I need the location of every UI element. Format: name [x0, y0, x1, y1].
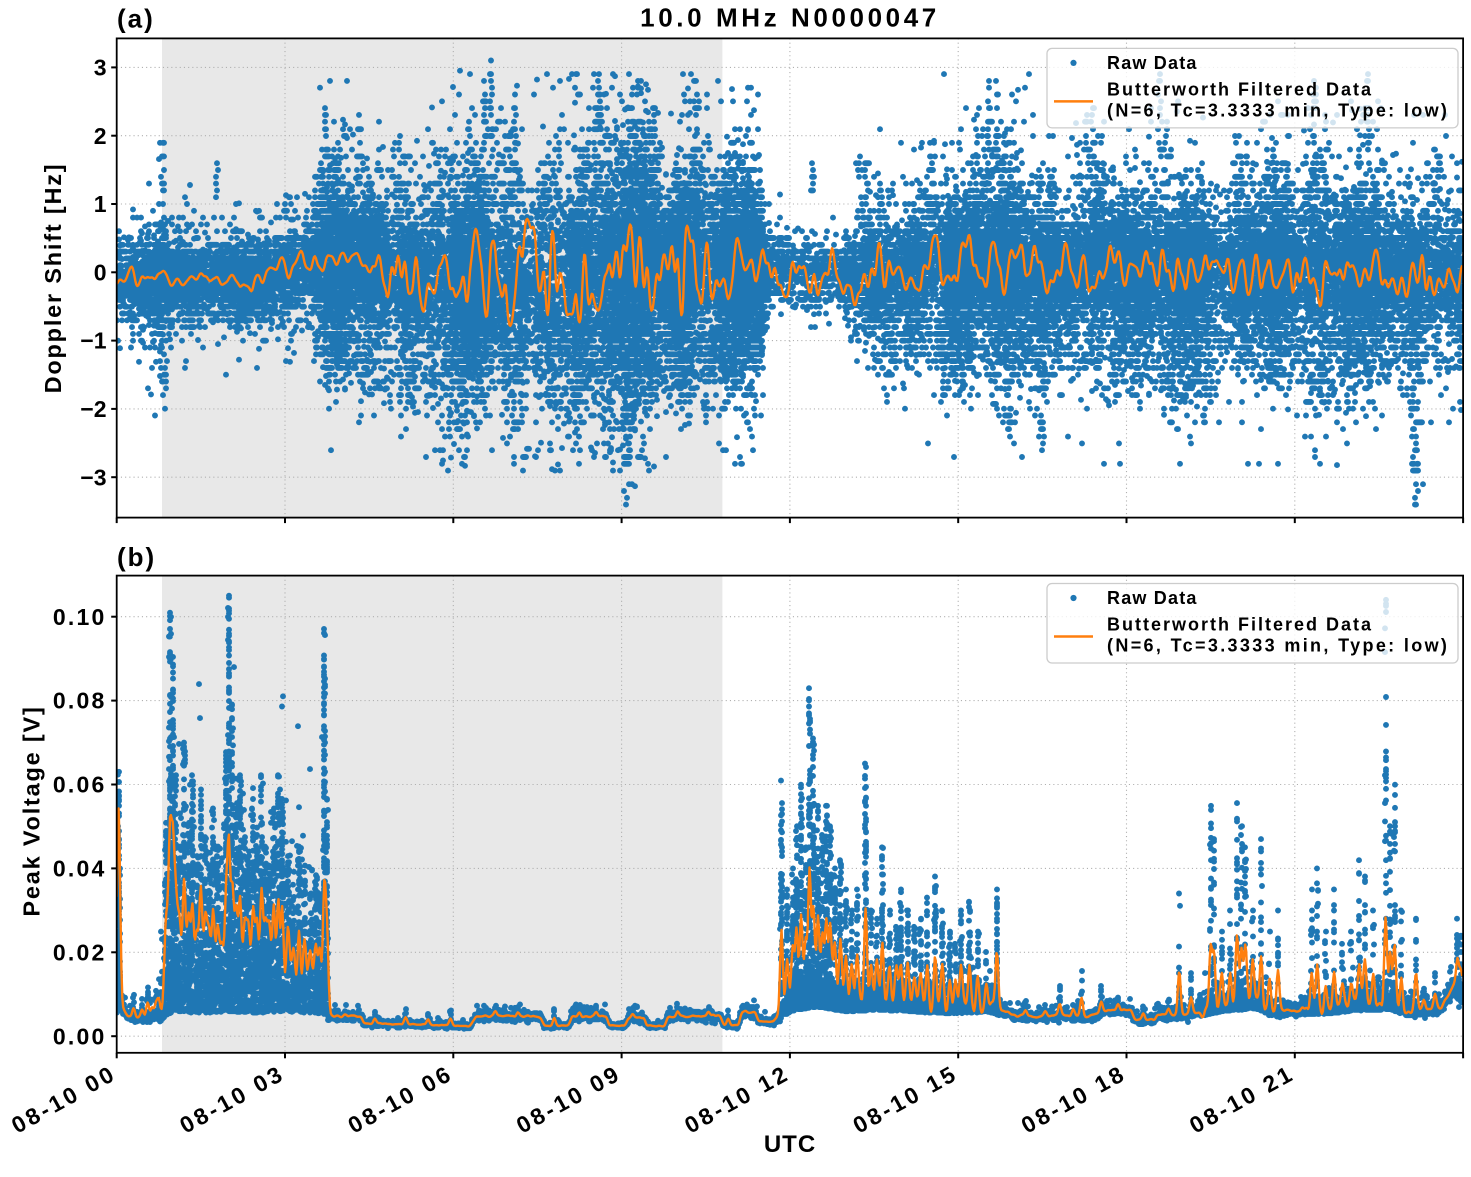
svg-text:−1: −1 [80, 328, 106, 354]
svg-text:−2: −2 [80, 396, 106, 422]
svg-text:0.00: 0.00 [53, 1023, 107, 1049]
svg-text:(b): (b) [117, 542, 156, 572]
svg-text:Butterworth Filtered Data: Butterworth Filtered Data [1107, 79, 1373, 99]
svg-text:0.06: 0.06 [53, 772, 107, 798]
svg-text:0.08: 0.08 [53, 688, 107, 714]
svg-text:Peak Voltage [V]: Peak Voltage [V] [19, 705, 45, 916]
svg-text:0: 0 [94, 259, 107, 285]
svg-text:1: 1 [94, 191, 107, 217]
svg-text:(N=6, Tc=3.3333 min, Type: low: (N=6, Tc=3.3333 min, Type: low) [1107, 100, 1449, 120]
svg-text:0.10: 0.10 [53, 604, 107, 630]
svg-text:Raw Data: Raw Data [1107, 53, 1198, 73]
svg-text:0.04: 0.04 [53, 856, 107, 882]
svg-text:3: 3 [94, 55, 107, 81]
svg-text:0.02: 0.02 [53, 939, 107, 965]
svg-text:−3: −3 [80, 464, 106, 490]
svg-text:(a): (a) [117, 4, 155, 34]
svg-text:(N=6, Tc=3.3333 min, Type: low: (N=6, Tc=3.3333 min, Type: low) [1107, 636, 1449, 656]
svg-text:10.0 MHz N0000047: 10.0 MHz N0000047 [640, 3, 940, 33]
svg-text:2: 2 [94, 123, 107, 149]
svg-text:Doppler Shift [Hz]: Doppler Shift [Hz] [40, 163, 66, 394]
svg-text:Raw Data: Raw Data [1107, 588, 1198, 608]
svg-text:Butterworth Filtered Data: Butterworth Filtered Data [1107, 615, 1373, 635]
svg-text:UTC: UTC [764, 1131, 816, 1158]
